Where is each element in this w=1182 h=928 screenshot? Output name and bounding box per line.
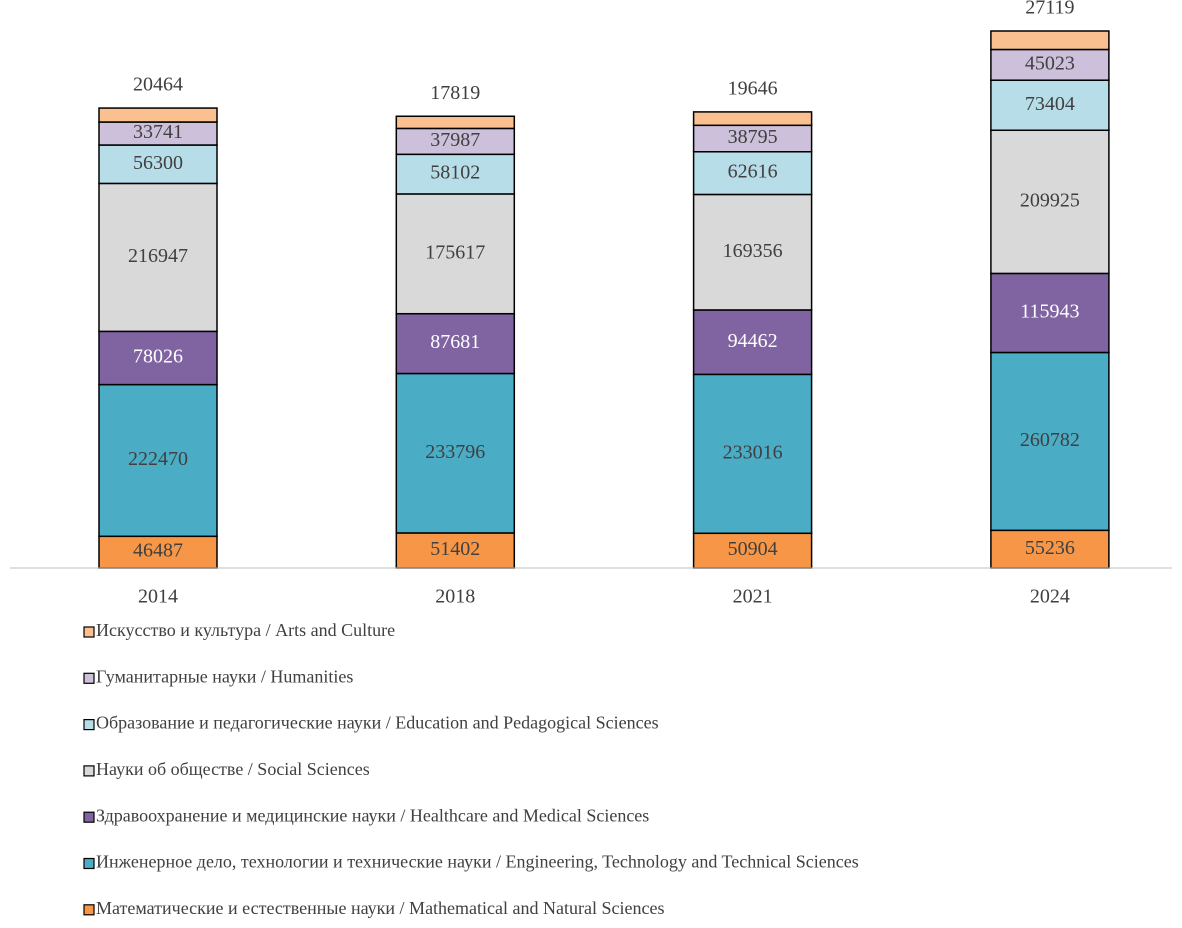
x-tick-label: 2024 bbox=[1030, 586, 1070, 608]
legend-swatch bbox=[83, 672, 95, 684]
data-label: 50904 bbox=[728, 538, 778, 560]
legend-swatch bbox=[83, 857, 95, 870]
bar-segment bbox=[395, 372, 516, 534]
data-label: 87681 bbox=[430, 331, 480, 353]
data-label: 94462 bbox=[728, 330, 778, 352]
bar-segment bbox=[98, 383, 218, 538]
x-tick-label: 2021 bbox=[733, 586, 773, 608]
bar-segment bbox=[990, 529, 1110, 569]
data-label: 73404 bbox=[1025, 93, 1075, 115]
legend-label: Инженерное дело, технологии и технически… bbox=[96, 852, 859, 872]
legend-swatch bbox=[83, 904, 95, 916]
legend-swatch bbox=[83, 765, 95, 777]
data-label: 169356 bbox=[723, 240, 783, 262]
data-label: 209925 bbox=[1020, 189, 1080, 211]
bar-segment bbox=[692, 309, 813, 376]
legend-label: Образование и педагогические науки / Edu… bbox=[96, 713, 659, 733]
x-tick-label: 2018 bbox=[435, 586, 475, 608]
data-label: 115943 bbox=[1020, 301, 1079, 323]
data-label: 27119 bbox=[1025, 0, 1074, 19]
data-label: 46487 bbox=[133, 540, 183, 562]
bar-segment bbox=[395, 193, 516, 315]
data-label: 45023 bbox=[1025, 52, 1075, 74]
legend-swatch bbox=[83, 718, 95, 731]
bar-segment bbox=[990, 30, 1110, 51]
x-tick-label: 2014 bbox=[138, 586, 178, 608]
bar-segment bbox=[692, 193, 813, 311]
bar-segment bbox=[98, 107, 218, 123]
bar-segment bbox=[692, 111, 813, 127]
data-label: 62616 bbox=[728, 161, 778, 183]
data-label: 216947 bbox=[128, 245, 188, 267]
legend-swatch bbox=[83, 626, 95, 638]
data-label: 17819 bbox=[430, 82, 480, 104]
bar-segment bbox=[98, 535, 218, 569]
legend-label: Искусство и культура / Arts and Culture bbox=[96, 620, 395, 640]
bar-segment bbox=[692, 151, 813, 196]
data-label: 78026 bbox=[133, 346, 183, 368]
legend-label: Математические и естественные науки / Ma… bbox=[96, 898, 664, 918]
bar-segment bbox=[692, 124, 813, 153]
bar-segment bbox=[990, 272, 1110, 354]
bar-segment bbox=[395, 127, 516, 156]
data-label: 38795 bbox=[728, 126, 778, 148]
legend-label: Науки об обществе / Social Sciences bbox=[96, 759, 370, 779]
data-label: 233796 bbox=[425, 441, 485, 463]
data-label: 56300 bbox=[133, 152, 183, 174]
data-label: 55236 bbox=[1025, 537, 1075, 559]
bar-segment bbox=[990, 79, 1110, 132]
data-label: 260782 bbox=[1020, 429, 1080, 451]
data-label: 58102 bbox=[430, 162, 480, 184]
bar-segment bbox=[990, 351, 1110, 532]
data-label: 37987 bbox=[430, 129, 480, 151]
legend-label: Гуманитарные науки / Humanities bbox=[96, 666, 353, 686]
bar-segment bbox=[98, 144, 218, 185]
bar-segment bbox=[395, 115, 516, 130]
legend-swatch bbox=[83, 811, 95, 823]
bar-segment bbox=[98, 182, 218, 333]
data-label: 233016 bbox=[723, 441, 783, 463]
bar-segment bbox=[692, 373, 813, 535]
bar-segment bbox=[692, 532, 813, 569]
data-label: 175617 bbox=[425, 241, 485, 263]
data-label: 222470 bbox=[128, 448, 188, 470]
bar-segment bbox=[395, 312, 516, 375]
data-label: 51402 bbox=[430, 538, 480, 560]
data-label: 33741 bbox=[133, 121, 183, 143]
data-label: 20464 bbox=[133, 74, 183, 96]
data-label: 19646 bbox=[728, 77, 778, 99]
legend-label: Здравоохранение и медицинские науки / He… bbox=[96, 805, 649, 825]
